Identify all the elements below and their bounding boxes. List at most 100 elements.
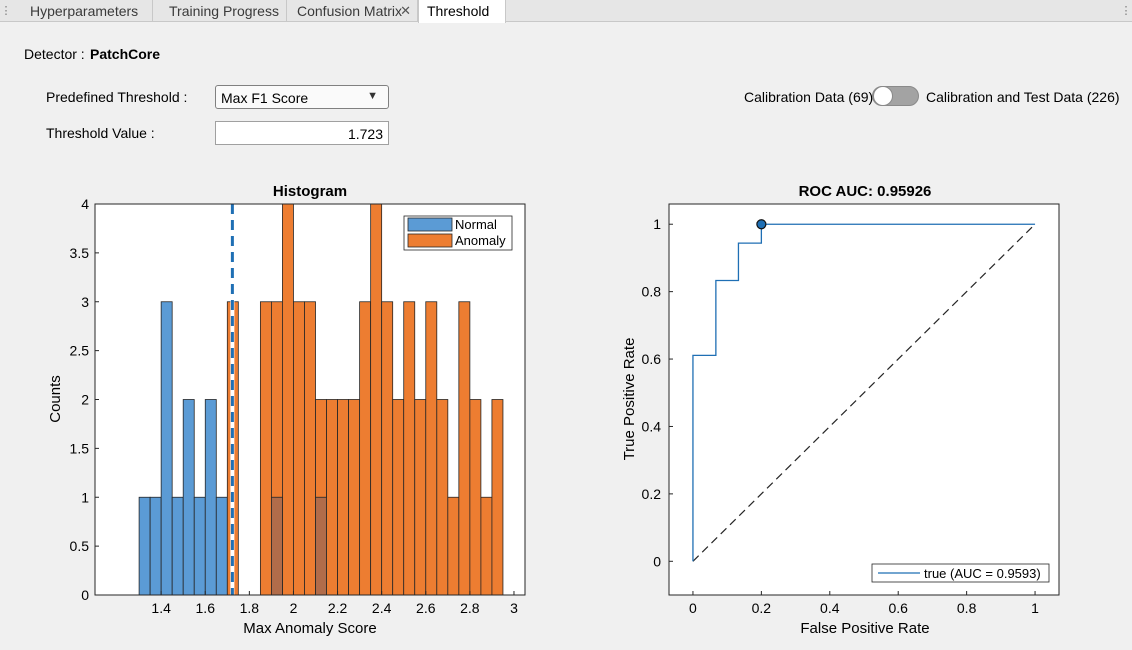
histogram-y-ticks: 0 0.5 1 1.5 2 2.5 3 3.5 4 [70,196,99,603]
hist-bar-normal-2 [160,301,173,596]
predefined-threshold-dropdown[interactable]: Max F1 Score ▼ [215,85,389,109]
roc-ytick-label-3: 0.6 [642,351,662,367]
dropdown-arrow-icon: ▼ [367,90,378,102]
histogram-legend: Normal Anomaly [403,215,513,251]
hist-ytick-label-0: 0 [81,587,89,603]
roc-xtick-label-0: 0 [689,600,697,616]
hist-bar-anomaly-9 [348,399,361,596]
legend-normal-swatch [407,217,453,232]
hist-ytick-label-7: 3.5 [70,245,90,261]
grip-icon[interactable]: ⋮ [0,5,12,17]
threshold-value-text: 1.723 [347,126,383,142]
legend-anomaly-label: Anomaly [455,233,506,248]
roc-ytick-label-1: 0.2 [642,486,662,502]
histogram-title: Histogram [273,183,347,200]
hist-xtick-label-1: 1.6 [196,600,216,616]
roc-xtick-label-1: 0.2 [752,600,772,616]
threshold-value-field[interactable]: 1.723 [215,121,389,145]
roc-ytick-label-4: 0.8 [642,284,662,300]
tab-label: Training Progress [169,3,279,19]
roc-legend-label: true (AUC = 0.9593) [924,566,1041,581]
detector-value: PatchCore [90,46,161,62]
tab-label: Threshold [427,3,490,19]
roc-xlabel: False Positive Rate [800,620,929,637]
hist-bar-anomaly-11 [370,203,383,596]
roc-xtick-label-3: 0.6 [888,600,908,616]
hist-bar-anomaly-12 [381,301,394,596]
hist-ytick-label-8: 4 [81,196,89,212]
roc-lines [692,219,1036,562]
hist-bar-anomaly-14 [403,301,416,596]
roc-legend-box [871,563,1050,583]
hist-bar-anomaly-22 [491,399,504,596]
tab-threshold[interactable]: Threshold [418,0,506,23]
predefined-threshold-label: Predefined Threshold : [46,89,188,105]
hist-bar-anomaly-4 [293,301,305,596]
hist-bar-overlap-1 [315,496,327,596]
hist-xtick-label-2: 1.8 [240,600,260,616]
hist-xtick-label-0: 1.4 [151,600,171,616]
histogram-xlabel: Max Anomaly Score [243,620,376,637]
hist-xtick-label-3: 2 [290,600,298,616]
roc-ytick-label-2: 0.4 [642,418,662,434]
hist-bar-normal-6 [204,399,217,596]
roc-curve-0 [692,223,1036,562]
tab-training-progress[interactable]: Training Progress [153,0,287,22]
hist-bar-anomaly-5 [304,301,316,596]
hist-xtick-label-4: 2.2 [328,600,348,616]
hist-bar-anomaly-8 [337,399,349,596]
hist-ytick-label-4: 2 [81,392,89,408]
hist-bar-anomaly-7 [326,399,338,596]
hist-bar-normal-1 [149,496,162,596]
data-toggle-switch[interactable] [872,86,919,106]
tab-label: Confusion Matrix [297,3,403,19]
roc-y-ticks: 0 0.2 0.4 0.6 0.8 1 [642,216,673,569]
histogram-x-ticks: 1.4 1.6 1.8 2 2.2 2.4 2.6 2.8 3 [151,591,518,616]
roc-title: ROC AUC: 0.95926 [799,183,932,200]
hist-bar-normal-5 [193,496,206,596]
hist-bar-anomaly-3 [282,203,294,596]
roc-diagonal [692,223,1036,562]
tab-confusion-matrix[interactable]: Confusion Matrix ✕ [287,0,418,22]
calibration-test-data-label: Calibration and Test Data (226) [926,89,1120,105]
roc-ytick-label-5: 1 [653,216,661,232]
hist-xtick-label-6: 2.6 [416,600,436,616]
hist-ytick-label-2: 1 [81,489,89,505]
legend-anomaly-swatch [407,233,453,248]
histogram-chart: Histogram 1.4 1.6 1.8 2 2.2 2.4 2.6 2.8 3 0 0.5 1 1… [47,183,526,637]
hist-bar-anomaly-20 [469,399,482,596]
hist-bar-anomaly-1 [259,301,272,596]
tab-label: Hyperparameters [30,3,139,19]
legend-normal-label: Normal [455,217,497,232]
hist-bar-anomaly-17 [436,399,449,596]
toggle-knob [873,86,893,106]
hist-ytick-label-5: 2.5 [70,343,90,359]
roc-chart: ROC AUC: 0.95926 0 0.2 0.4 0.6 0.8 1 0 0.2 0.4 0… [621,183,1060,637]
histogram-ylabel: Counts [47,375,64,423]
dropdown-value: Max F1 Score [221,90,309,106]
roc-ylabel: True Positive Rate [621,338,638,461]
hist-bar-anomaly-10 [359,301,372,596]
hist-bar-anomaly-21 [480,496,493,596]
roc-x-ticks: 0 0.2 0.4 0.6 0.8 1 [689,591,1039,616]
hist-ytick-label-1: 0.5 [70,538,90,554]
hist-bar-overlap-0 [271,496,283,596]
hist-bar-normal-0 [138,496,151,596]
hist-bar-normal-4 [182,399,195,596]
hist-bar-anomaly-18 [447,496,460,596]
tab-hyperparameters[interactable]: Hyperparameters [14,0,153,22]
roc-legend: true (AUC = 0.9593) [871,563,1050,583]
calibration-data-label: Calibration Data (69) [744,89,874,105]
detector-label: Detector : [24,46,85,62]
hist-xtick-label-7: 2.8 [460,600,480,616]
close-icon[interactable]: ✕ [400,3,411,18]
roc-xtick-label-5: 1 [1031,600,1039,616]
hist-bar-anomaly-16 [425,301,438,596]
roc-operating-point [756,219,767,230]
roc-ytick-label-0: 0 [653,553,661,569]
roc-axes-box [668,203,1060,596]
threshold-value-label: Threshold Value : [46,125,155,141]
hist-bar-normal-3 [171,496,184,596]
hist-bar-anomaly-15 [414,399,427,596]
menu-dots-icon[interactable]: ⋮ [1120,5,1132,17]
